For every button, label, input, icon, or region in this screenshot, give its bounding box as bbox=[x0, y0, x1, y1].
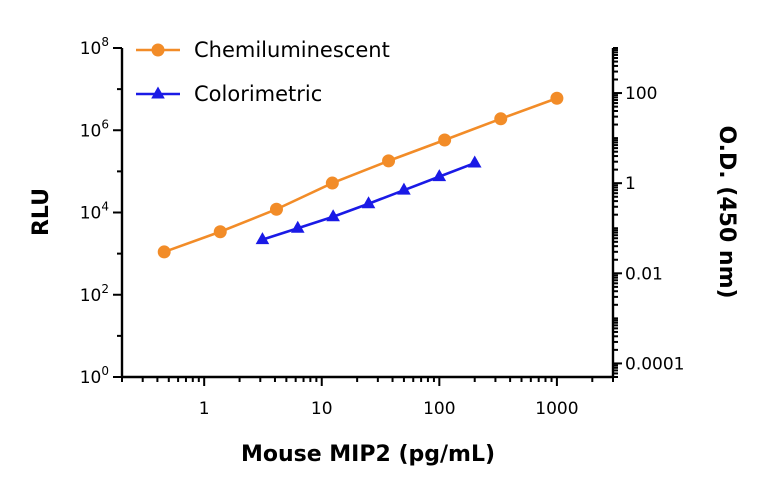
y-axis-title-left: RLU bbox=[29, 188, 54, 236]
data-point-colorimetric bbox=[467, 155, 482, 168]
series-line-chemiluminescent bbox=[163, 97, 558, 254]
legend-marker-triangle bbox=[151, 86, 165, 99]
y-tick-base: 10 bbox=[80, 39, 102, 59]
legend-label-colorimetric: Colorimetric bbox=[194, 82, 322, 106]
y-tick-exponent: 4 bbox=[101, 200, 109, 214]
legend-label-chemiluminescent: Chemiluminescent bbox=[194, 38, 390, 62]
y-tick-base: 10 bbox=[80, 368, 102, 388]
data-point-chemiluminescent bbox=[550, 91, 564, 105]
data-point-chemiluminescent bbox=[157, 245, 171, 259]
data-point-colorimetric bbox=[255, 232, 270, 245]
series-layer bbox=[157, 91, 564, 259]
y-tick-exponent: 8 bbox=[101, 35, 109, 49]
y-tick-label: 106 bbox=[80, 117, 109, 141]
y-tick-label: 100 bbox=[80, 364, 109, 388]
x-tick-label: 1 bbox=[199, 399, 210, 419]
y2-tick-label: 0.0001 bbox=[625, 354, 684, 374]
y-tick-base: 10 bbox=[80, 286, 102, 306]
x-tick-label: 100 bbox=[423, 399, 455, 419]
x-tick-label: 10 bbox=[311, 399, 333, 419]
data-point-chemiluminescent bbox=[269, 202, 283, 216]
data-point-colorimetric bbox=[397, 182, 411, 195]
data-point-chemiluminescent bbox=[382, 154, 396, 168]
data-point-chemiluminescent bbox=[325, 176, 339, 190]
y-axis-title-right: O.D. (450 nm) bbox=[714, 125, 739, 298]
data-point-chemiluminescent bbox=[438, 133, 452, 147]
legend-item-colorimetric: Colorimetric bbox=[136, 82, 322, 106]
data-point-chemiluminescent bbox=[213, 225, 227, 239]
x-axis-title: Mouse MIP2 (pg/mL) bbox=[241, 442, 495, 467]
y2-tick-label: 1 bbox=[625, 174, 636, 194]
y-tick-exponent: 2 bbox=[101, 282, 109, 296]
data-point-colorimetric bbox=[361, 196, 376, 209]
x-tick-label: 1000 bbox=[535, 399, 578, 419]
legend: Chemiluminescent Colorimetric bbox=[136, 38, 390, 106]
data-point-chemiluminescent bbox=[494, 112, 508, 126]
data-point-colorimetric bbox=[290, 220, 305, 233]
y-tick-exponent: 0 bbox=[101, 364, 109, 378]
data-point-colorimetric bbox=[326, 209, 340, 222]
legend-item-chemiluminescent: Chemiluminescent bbox=[136, 38, 390, 62]
y-tick-base: 10 bbox=[80, 121, 102, 141]
y2-tick-label: 100 bbox=[625, 84, 657, 104]
y-tick-base: 10 bbox=[80, 204, 102, 224]
data-point-colorimetric bbox=[432, 169, 447, 182]
y-tick-label: 108 bbox=[80, 35, 109, 59]
y-tick-label: 102 bbox=[80, 282, 109, 306]
legend-marker-circle bbox=[151, 43, 165, 57]
y-tick-label: 104 bbox=[80, 200, 109, 224]
y-tick-exponent: 6 bbox=[101, 117, 109, 131]
y2-tick-label: 0.01 bbox=[625, 264, 663, 284]
